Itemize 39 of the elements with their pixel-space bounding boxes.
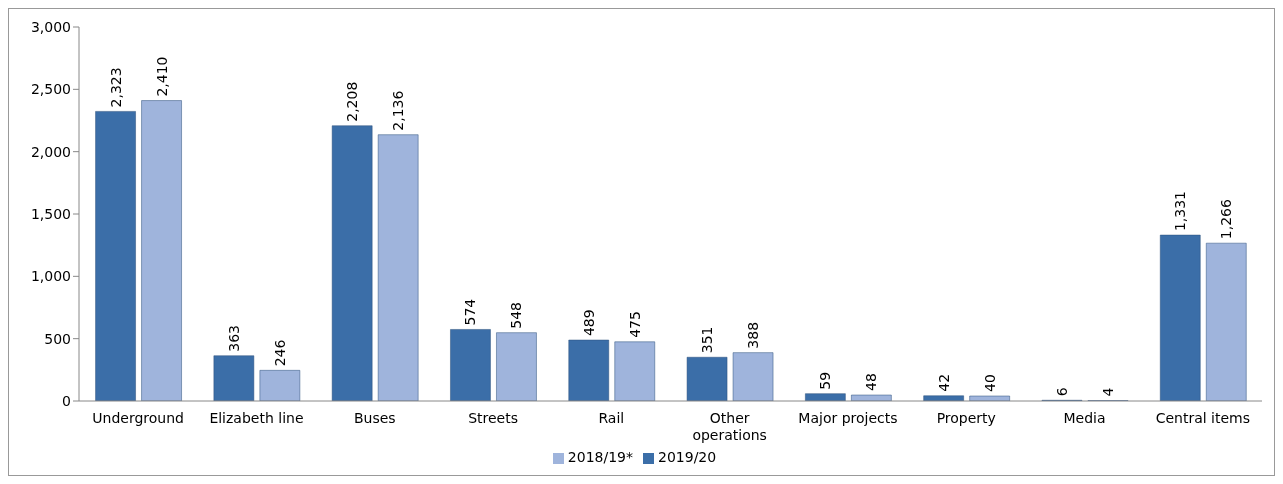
data-label: 388 [745,321,762,349]
data-label: 363 [225,325,242,352]
data-label: 2,208 [344,81,361,122]
x-tick-label: Buses [353,410,396,426]
data-label: 48 [863,373,880,392]
legend-label: 2019/20 [658,449,717,465]
x-tick-label: Underground [92,410,184,426]
y-tick-label: 2,000 [30,143,71,160]
data-label: 2,136 [390,90,407,131]
x-tick-label: Media [1063,410,1106,426]
x-tick-label: Streets [468,410,518,426]
y-tick-label: 2,500 [30,81,71,98]
data-label: 351 [699,326,716,354]
data-label: 246 [271,339,288,367]
data-label: 548 [508,301,525,329]
data-label: 1,331 [1172,190,1189,232]
y-tick-label: 500 [44,330,71,347]
data-label: 6 [1053,387,1070,397]
x-tick-label: Central items [1155,410,1251,426]
data-label: 42 [935,373,952,392]
data-label: 1,266 [1218,199,1235,240]
x-tick-label: Major projects [798,410,898,426]
x-tick-label: Other operations [692,410,767,443]
data-label: 59 [817,371,834,390]
data-label: 40 [981,374,998,393]
data-label: 489 [580,309,597,337]
data-label: 574 [462,298,479,326]
x-tick-label: Rail [598,410,625,426]
y-tick-label: 0 [62,392,71,409]
data-label: 475 [626,311,643,338]
x-tick-label: Property [936,410,996,426]
data-label: 2,410 [153,56,170,97]
y-tick-label: 3,000 [30,18,71,35]
data-label: 2,323 [107,67,124,108]
y-tick-label: 1,500 [30,205,71,222]
legend-label: 2018/19* [567,449,633,465]
data-label: 4 [1099,387,1116,397]
y-tick-label: 1,000 [30,268,71,285]
x-tick-label: Elizabeth line [209,410,304,426]
